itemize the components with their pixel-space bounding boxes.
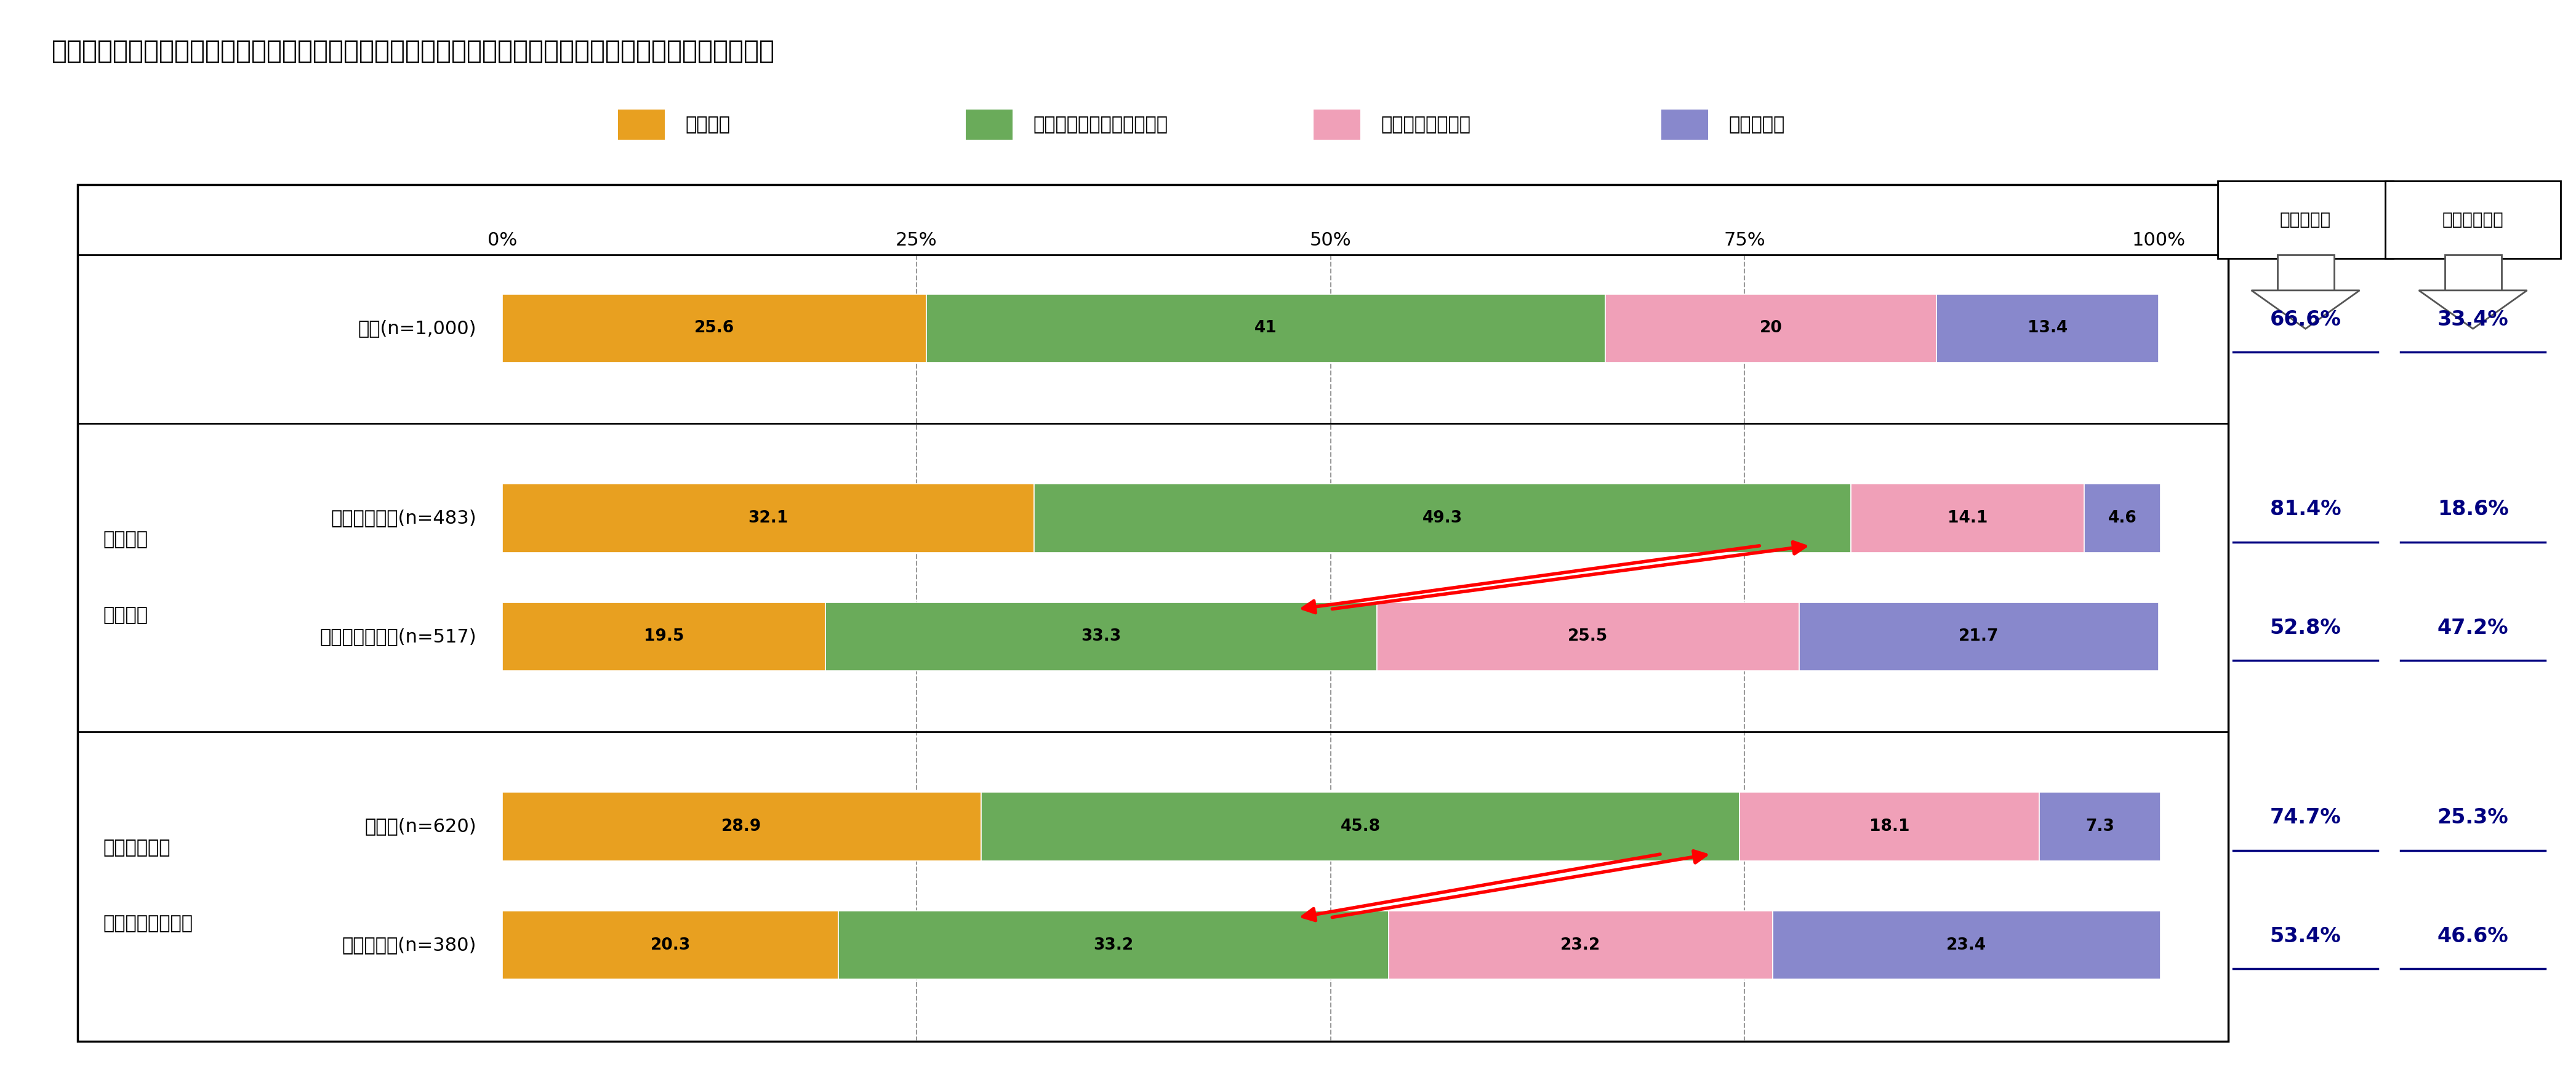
Text: 20.3: 20.3	[649, 937, 690, 953]
Polygon shape	[2251, 291, 2360, 329]
Text: 18.6%: 18.6%	[2437, 499, 2509, 520]
FancyBboxPatch shape	[2218, 181, 2393, 258]
Text: 81.4%: 81.4%	[2269, 499, 2342, 520]
Text: 20: 20	[1759, 320, 1783, 336]
Bar	[1798, 602, 2159, 671]
Text: 仕事への: 仕事への	[103, 531, 147, 548]
Bar	[1739, 792, 2040, 860]
Bar	[1662, 110, 1708, 140]
Text: 23.2: 23.2	[1561, 937, 1600, 953]
Bar	[1937, 294, 2159, 362]
Text: 33.4%: 33.4%	[2437, 309, 2509, 330]
Bar	[2040, 792, 2161, 860]
Text: 4.6: 4.6	[2107, 510, 2136, 526]
Bar	[2445, 255, 2501, 291]
Text: している計: している計	[2280, 212, 2331, 228]
Bar	[618, 110, 665, 140]
Text: 52.8%: 52.8%	[2269, 617, 2342, 638]
FancyBboxPatch shape	[2385, 181, 2561, 258]
Text: 47.2%: 47.2%	[2437, 617, 2509, 638]
Bar	[502, 294, 927, 362]
Bar	[840, 910, 1388, 980]
Text: 75%: 75%	[1723, 232, 1765, 250]
Text: 18.1: 18.1	[1870, 818, 1909, 834]
Bar	[2277, 255, 2334, 291]
Bar	[1378, 602, 1798, 671]
Bar	[1850, 484, 2084, 552]
Text: 全体(n=1,000): 全体(n=1,000)	[358, 319, 477, 337]
Text: 14.1: 14.1	[1947, 510, 1989, 526]
Text: 41: 41	[1255, 320, 1278, 336]
Text: 50%: 50%	[1309, 232, 1352, 250]
Bar	[1605, 294, 1937, 362]
Text: 13.4: 13.4	[2027, 320, 2069, 336]
Text: 46.6%: 46.6%	[2437, 927, 2509, 946]
Text: 感じていない計(n=517): 感じていない計(n=517)	[319, 628, 477, 646]
Text: 53.4%: 53.4%	[2269, 927, 2342, 946]
Text: 33.3: 33.3	[1082, 628, 1121, 644]
Text: 74.7%: 74.7%	[2269, 807, 2342, 828]
Bar	[502, 484, 1033, 552]
Text: 49.3: 49.3	[1422, 510, 1463, 526]
Polygon shape	[2419, 291, 2527, 329]
Text: 19.5: 19.5	[644, 628, 685, 644]
Text: 0%: 0%	[487, 232, 518, 250]
Text: 25.5: 25.5	[1569, 628, 1607, 644]
Text: 感じている計(n=483): 感じている計(n=483)	[330, 509, 477, 527]
Text: あまりしていない: あまりしていない	[1381, 116, 1471, 133]
Text: 23.4: 23.4	[1947, 937, 1986, 953]
Bar	[824, 602, 1378, 671]
Text: 上げていると思う: 上げていると思う	[103, 915, 193, 933]
Text: 25.6: 25.6	[696, 320, 734, 336]
Text: 45.8: 45.8	[1340, 818, 1381, 834]
Bar	[1033, 484, 1850, 552]
Bar	[77, 184, 2228, 1042]
Text: 7.3: 7.3	[2087, 818, 2115, 834]
Bar	[502, 792, 981, 860]
Text: 100%: 100%	[2133, 232, 2184, 250]
Text: やりがい: やりがい	[103, 607, 147, 624]
Bar	[966, 110, 1012, 140]
Text: 25%: 25%	[896, 232, 938, 250]
Text: 図表５　感謝の気持ちを伝えるようにしているか（単一回答）　（仕事のやりがい／職場の成果実感別）: 図表５ 感謝の気持ちを伝えるようにしているか（単一回答） （仕事のやりがい／職場…	[52, 38, 775, 64]
Text: 思わない計(n=380): 思わない計(n=380)	[343, 936, 477, 954]
Text: どちらかというとしている: どちらかというとしている	[1033, 116, 1167, 133]
Text: 職場は成果を: 職場は成果を	[103, 839, 170, 857]
Text: していない計: していない計	[2442, 212, 2504, 228]
Bar	[981, 792, 1739, 860]
Text: 66.6%: 66.6%	[2269, 309, 2342, 330]
Text: 32.1: 32.1	[747, 510, 788, 526]
Bar	[1772, 910, 2161, 980]
Text: していない: していない	[1728, 116, 1785, 133]
Bar	[2084, 484, 2161, 552]
Bar	[1314, 110, 1360, 140]
Text: 思う計(n=620): 思う計(n=620)	[366, 818, 477, 835]
Bar	[502, 602, 824, 671]
Bar	[502, 910, 840, 980]
Text: 28.9: 28.9	[721, 818, 762, 834]
Text: している: している	[685, 116, 729, 133]
Bar	[1388, 910, 1772, 980]
Bar	[927, 294, 1605, 362]
Text: 21.7: 21.7	[1958, 628, 1999, 644]
Text: 33.2: 33.2	[1092, 937, 1133, 953]
Text: 25.3%: 25.3%	[2437, 807, 2509, 828]
